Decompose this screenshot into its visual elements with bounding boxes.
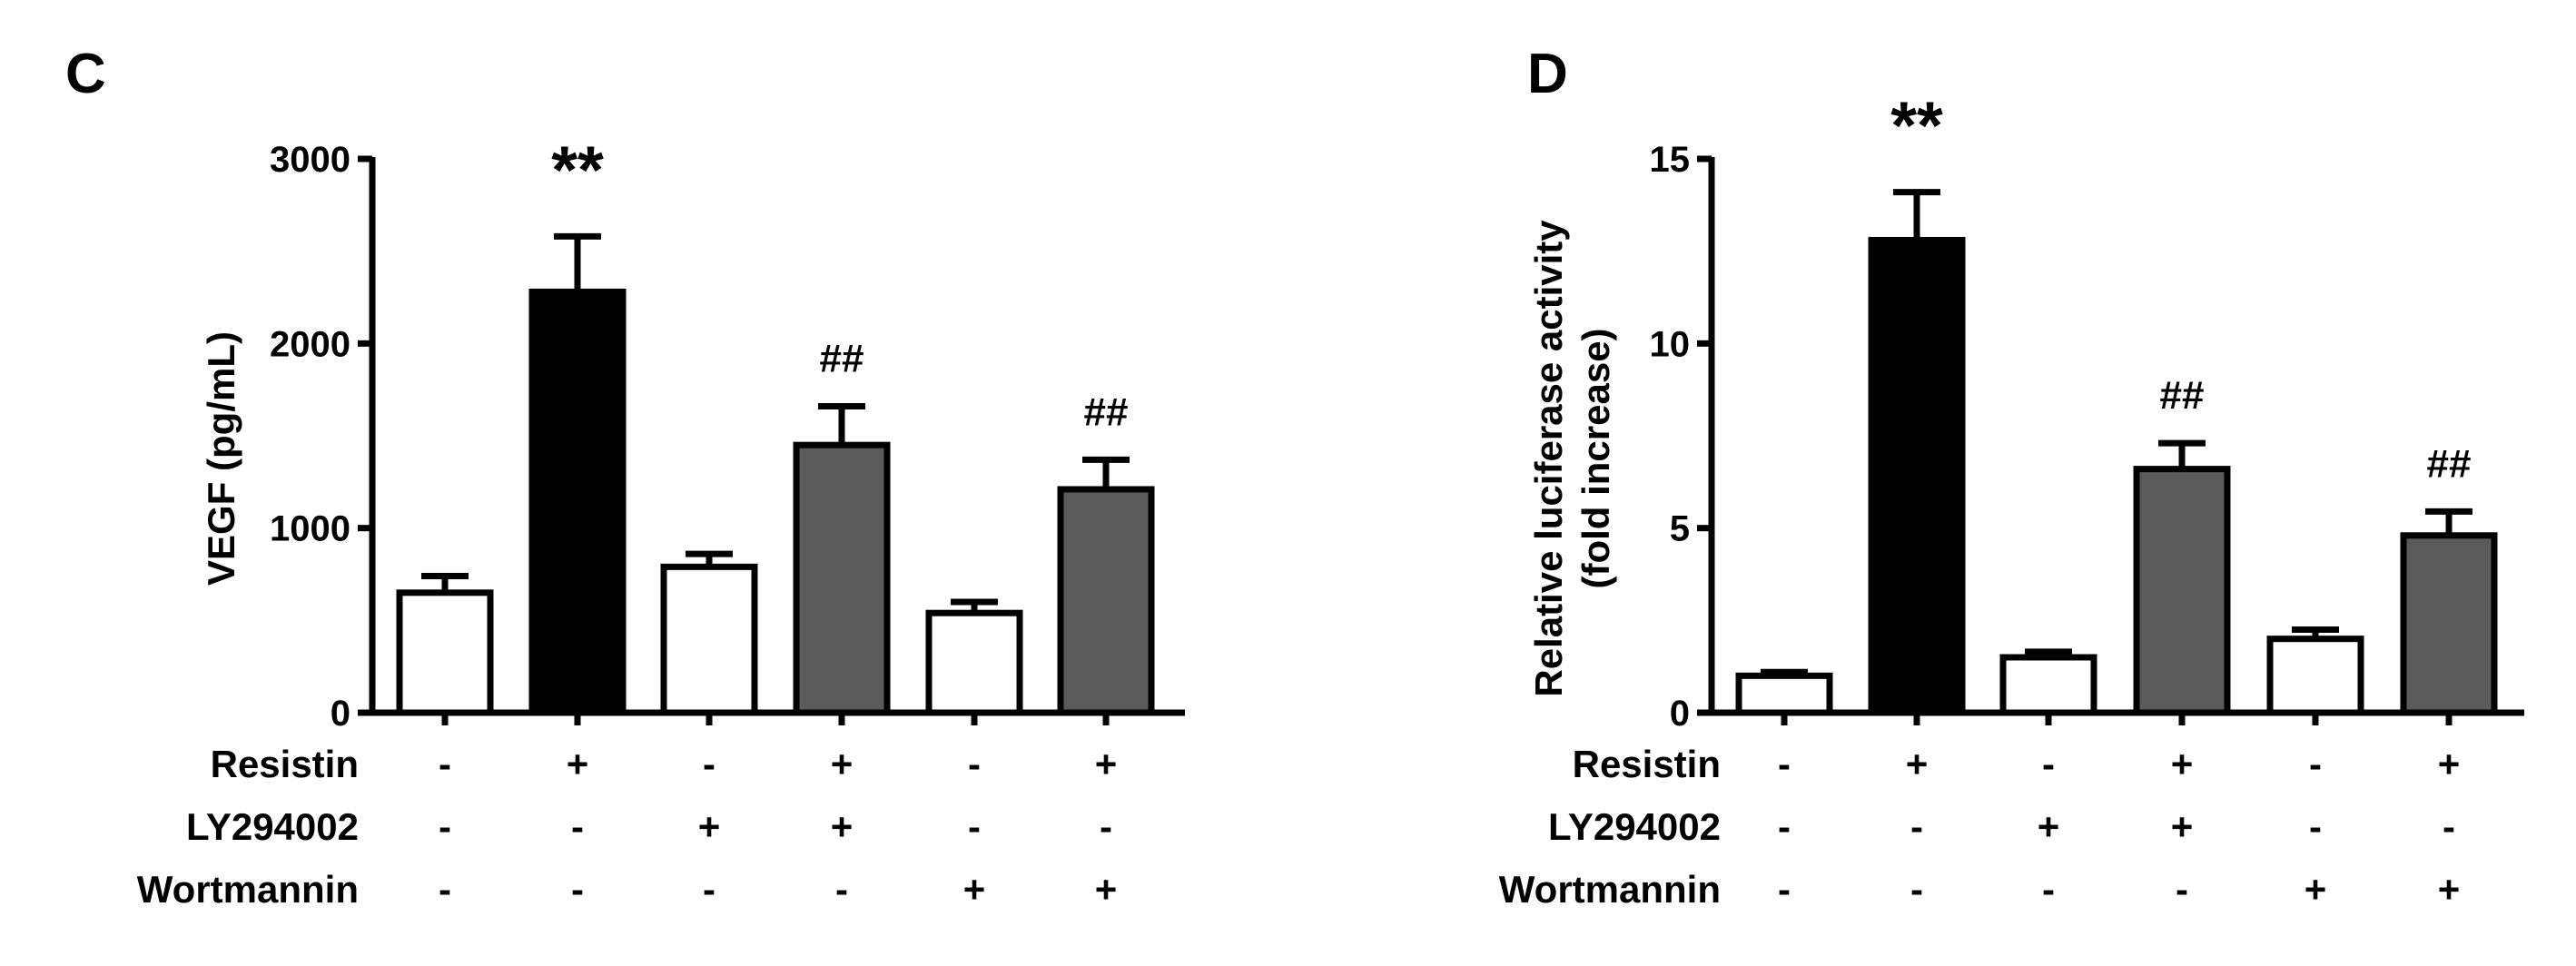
y-tick-label: 15 [1650,140,1691,180]
bar [1735,672,1833,716]
axes: 0 5 10 15 [1650,140,2524,734]
y-tick-label: 3000 [270,140,350,180]
condition-sign: - [835,868,848,911]
significance-label: ## [1084,389,1129,434]
bar [660,563,758,716]
condition-sign: - [2443,805,2455,848]
condition-sign: + [831,805,854,848]
condition-label: LY294002 [186,805,359,848]
panel-label: D [1527,43,1568,105]
condition-sign: - [703,743,716,785]
condition-sign: - [703,868,716,911]
y-axis-label: VEGF (pg/mL) [200,331,242,586]
condition-sign: + [2305,868,2327,911]
y-tick-label: 10 [1650,324,1691,364]
condition-sign: - [968,743,981,785]
condition-sign: - [2042,868,2055,911]
significance-label: ** [551,132,604,207]
bar [528,288,627,716]
bar [2133,466,2231,716]
panel-c: C VEGF (pg/mL) 0 1000 2000 3000 ** ## ## Resi… [65,43,1185,911]
condition-sign: - [1910,868,1923,911]
y-axis-label-line1: Relative luciferase activity [1527,220,1570,697]
significance-label: ** [1890,88,1943,163]
condition-sign: - [1778,805,1791,848]
bar [1868,236,1966,716]
condition-sign: + [2171,743,2194,785]
condition-rows: Resistin - + - + - + LY294002 - - + + - - Wortmannin - -… [1499,743,2460,911]
y-tick-label: 2000 [270,324,350,364]
panel-label: C [65,43,106,105]
condition-sign: - [439,805,451,848]
axes: 0 1000 2000 3000 [270,140,1185,734]
condition-sign: + [831,743,854,785]
y-tick-label: 0 [331,694,350,734]
condition-sign: - [571,868,584,911]
bars: ** ## ## [1735,88,2498,716]
y-tick-label: 5 [1670,509,1690,549]
bar [2400,532,2498,716]
condition-sign: - [2309,743,2322,785]
y-tick-label: 0 [1670,694,1690,734]
significance-label: ## [2427,441,2472,486]
condition-sign: + [963,868,986,911]
condition-sign: - [2176,868,2188,911]
condition-label: Wortmannin [1499,868,1721,911]
condition-sign: - [1778,743,1791,785]
condition-sign: + [1095,743,1118,785]
condition-label: Wortmannin [137,868,359,911]
y-axis-label-line2: (fold increase) [1574,328,1617,588]
condition-sign: + [2171,805,2194,848]
condition-sign: + [698,805,721,848]
bars: ** ## ## [396,132,1155,716]
panel-d: D Relative luciferase activity (fold inc… [1499,43,2524,911]
condition-rows: Resistin - + - + - + LY294002 - - + + - - Wortmannin - -… [137,743,1117,911]
condition-sign: - [2042,743,2055,785]
condition-sign: - [1100,805,1112,848]
condition-sign: - [1778,868,1791,911]
y-tick-label: 1000 [270,509,350,549]
condition-sign: + [567,743,589,785]
condition-sign: + [2038,805,2060,848]
bar [1999,654,2097,716]
significance-label: ## [820,336,864,380]
condition-sign: - [968,805,981,848]
bar [1057,486,1155,716]
condition-sign: + [1906,743,1929,785]
condition-label: Resistin [1573,743,1721,785]
condition-sign: + [1095,868,1118,911]
condition-label: Resistin [211,743,359,785]
condition-sign: - [571,805,584,848]
bar [2266,636,2364,716]
bar [396,589,494,716]
condition-sign: - [439,743,451,785]
condition-sign: + [2438,868,2461,911]
bar [793,441,891,716]
bar [925,609,1023,716]
condition-sign: + [2438,743,2461,785]
significance-label: ## [2160,373,2205,418]
condition-sign: - [1910,805,1923,848]
condition-sign: - [439,868,451,911]
condition-label: LY294002 [1548,805,1721,848]
condition-sign: - [2309,805,2322,848]
